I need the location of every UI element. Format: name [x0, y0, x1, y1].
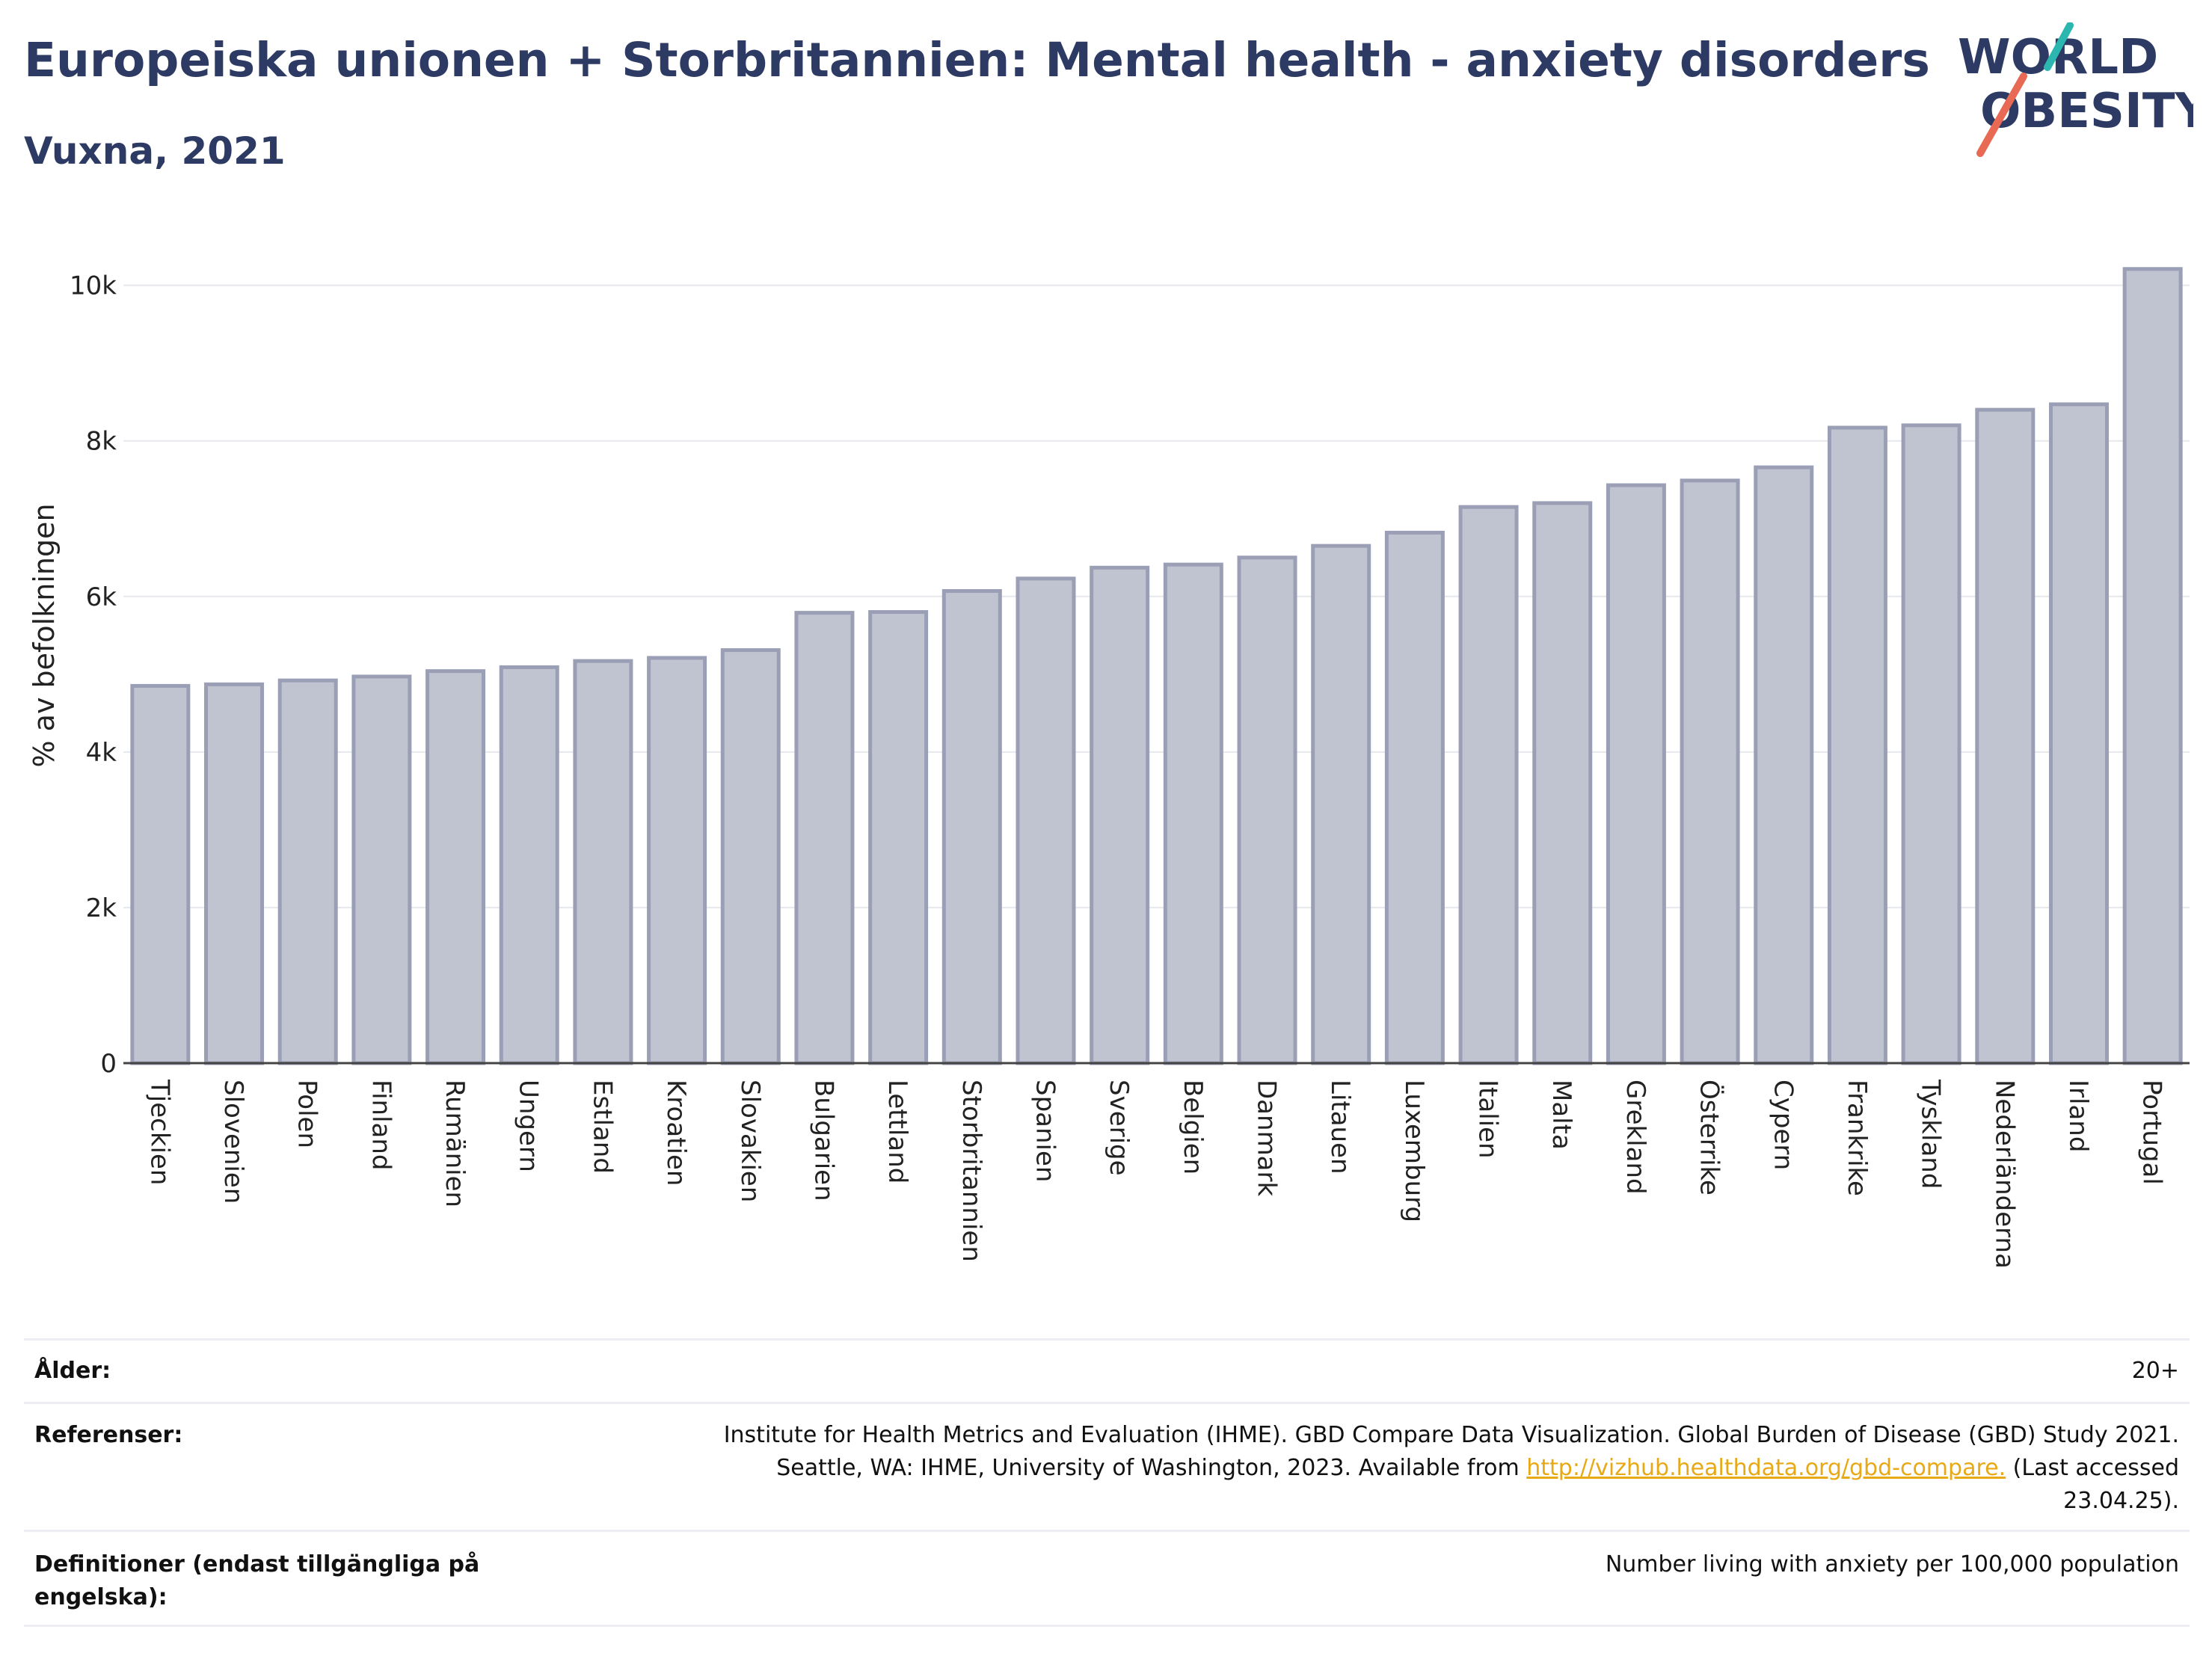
x-axis-categories: Tjeckien Slovenien Polen Finland Rumänien Ung…: [144, 1079, 2166, 1269]
x-category-label: Portugal: [2137, 1080, 2167, 1185]
references-line-1: Institute for Health Metrics and Evaluat…: [723, 1422, 2179, 1448]
bar-malta: [1532, 501, 1593, 1065]
references-text-3: (Last accessed: [2012, 1455, 2179, 1481]
x-category-label: Kroatien: [661, 1080, 691, 1186]
references-line-2: Seattle, WA: IHME, University of Washing…: [534, 1452, 2179, 1485]
bar-belgien: [1163, 562, 1223, 1065]
x-category-label: Storbritannien: [956, 1080, 986, 1262]
chart-title: Europeiska unionen + Storbritannien: Men…: [24, 33, 1930, 87]
bar-slovakien: [720, 648, 781, 1065]
bar-finland: [351, 674, 412, 1065]
logo-slash-teal: [2044, 22, 2074, 71]
bar-litauen: [1311, 544, 1371, 1065]
definitions-value: Number living with anxiety per 100,000 p…: [1605, 1551, 2179, 1577]
definitions-label: Definitioner (endast tillgängliga på eng…: [34, 1551, 480, 1610]
x-category-label: Tjeckien: [144, 1079, 174, 1185]
x-category-label: Slovenien: [218, 1080, 248, 1204]
bar-chart: 0 2k 4k 6k 8k 10k Tjeckien Slovenien Polen Finla…: [28, 267, 2190, 1269]
bar-nederländerna: [1975, 407, 2036, 1065]
age-label: Ålder:: [34, 1358, 111, 1384]
x-category-label: Nederländerna: [1989, 1080, 2019, 1269]
x-category-label: Bulgarien: [808, 1080, 838, 1201]
bar-spanien: [1016, 576, 1076, 1065]
x-category-label: Tyskland: [1916, 1079, 1946, 1189]
bar-slovenien: [204, 682, 265, 1065]
x-category-label: Estland: [587, 1080, 617, 1174]
bar-sverige: [1090, 565, 1150, 1065]
x-category-label: Malta: [1546, 1080, 1576, 1150]
bar-bulgarien: [794, 611, 855, 1065]
x-category-label: Polen: [292, 1080, 322, 1148]
x-category-label: Frankrike: [1842, 1080, 1872, 1196]
y-tick-label: 10k: [70, 271, 117, 301]
logo-word-world: WORLD: [1958, 30, 2158, 85]
info-table: Ålder: 20+ Referenser: Institute for Hea…: [24, 1338, 2190, 1627]
x-category-label: Ungern: [514, 1080, 544, 1172]
bar-frankrike: [1827, 425, 1887, 1065]
bar-österrike: [1680, 478, 1740, 1065]
bar-tyskland: [1901, 423, 1961, 1065]
x-category-label: Sverige: [1104, 1080, 1134, 1176]
references-text-2: Seattle, WA: IHME, University of Washing…: [776, 1455, 1520, 1481]
x-category-label: Österrike: [1695, 1080, 1725, 1195]
x-category-label: Belgien: [1178, 1080, 1208, 1175]
x-category-label: Danmark: [1252, 1080, 1282, 1196]
y-tick-label: 6k: [86, 582, 117, 612]
x-category-label: Lettland: [882, 1080, 912, 1183]
bars: [130, 267, 2183, 1065]
bar-tjeckien: [130, 683, 191, 1065]
x-category-label: Finland: [366, 1080, 396, 1171]
bar-italien: [1458, 505, 1519, 1065]
x-category-label: Spanien: [1030, 1080, 1060, 1182]
bar-cypern: [1754, 465, 1814, 1065]
info-row-age: Ålder: 20+: [24, 1341, 2190, 1404]
bar-danmark: [1237, 555, 1297, 1065]
x-category-label: Italien: [1473, 1080, 1503, 1159]
info-row-references: Referenser: Institute for Health Metrics…: [24, 1404, 2190, 1532]
y-tick-label: 0: [100, 1049, 117, 1079]
references-label: Referenser:: [34, 1422, 183, 1448]
logo-slash-red: [1976, 73, 2027, 157]
x-category-label: Grekland: [1620, 1080, 1650, 1195]
y-tick-label: 8k: [86, 427, 117, 457]
world-obesity-logo: WORLD OBESITY: [1958, 22, 2193, 157]
bar-rumänien: [425, 669, 486, 1065]
x-category-label: Rumänien: [440, 1080, 470, 1207]
bar-ungern: [499, 665, 559, 1065]
y-tick-label: 2k: [86, 893, 117, 923]
age-value: 20+: [2131, 1358, 2179, 1384]
y-tick-label: 4k: [86, 738, 117, 768]
x-category-label: Slovakien: [735, 1080, 765, 1202]
bar-kroatien: [647, 656, 707, 1065]
x-category-label: Luxemburg: [1399, 1080, 1429, 1222]
bar-portugal: [2122, 267, 2183, 1065]
x-category-label: Cypern: [1768, 1080, 1798, 1170]
x-category-label: Irland: [2063, 1080, 2093, 1152]
y-axis-ticks: 0 2k 4k 6k 8k 10k: [70, 271, 117, 1079]
references-value: Institute for Health Metrics and Evaluat…: [523, 1419, 2190, 1518]
chart-subtitle: Vuxna, 2021: [24, 129, 286, 173]
x-category-label: Litauen: [1325, 1080, 1355, 1175]
references-line-3: 23.04.25).: [2063, 1488, 2179, 1514]
bar-irland: [2048, 402, 2109, 1065]
bar-storbritannien: [941, 588, 1002, 1065]
y-axis-label: % av befolkningen: [28, 503, 61, 767]
references-link[interactable]: http://vizhub.healthdata.org/gbd-compare…: [1526, 1455, 2006, 1481]
bar-luxemburg: [1384, 530, 1445, 1065]
info-row-definitions: Definitioner (endast tillgängliga på eng…: [24, 1532, 2190, 1627]
bar-grekland: [1606, 483, 1666, 1065]
bar-lettland: [868, 610, 929, 1065]
bar-polen: [277, 678, 338, 1065]
bar-estland: [573, 659, 633, 1065]
